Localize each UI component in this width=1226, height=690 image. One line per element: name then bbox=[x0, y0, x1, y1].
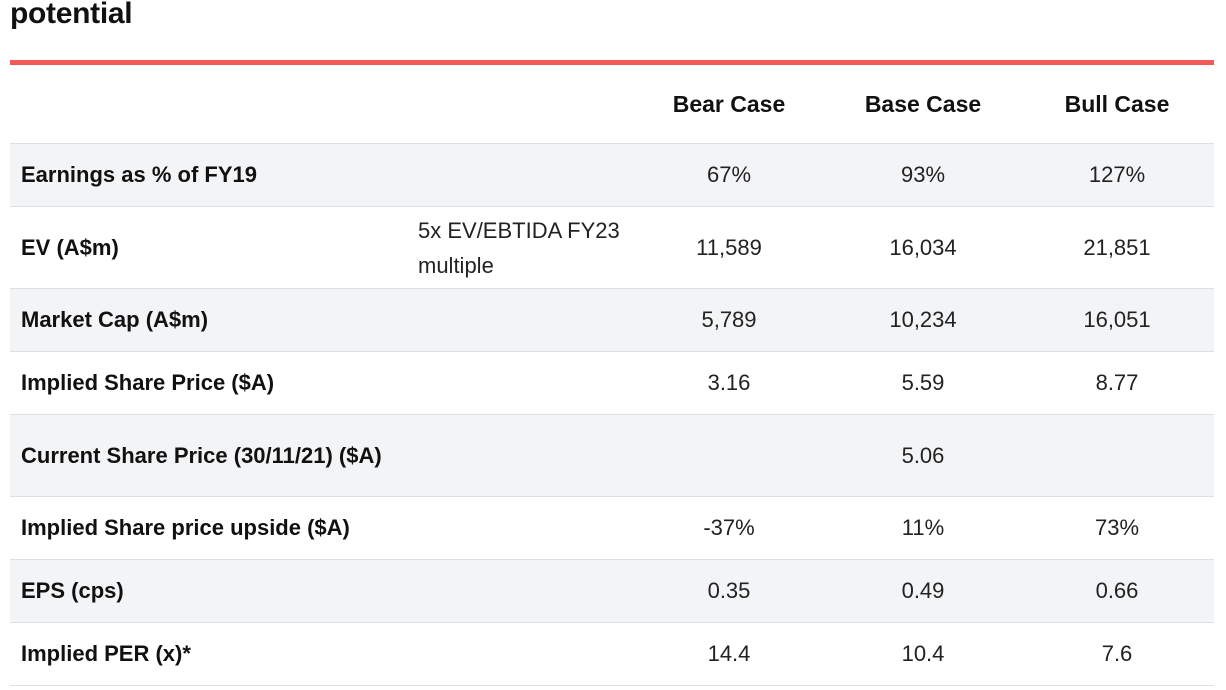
bear-value: -37% bbox=[632, 496, 826, 560]
header-bull-case: Bull Case bbox=[1020, 65, 1214, 144]
row-note bbox=[414, 559, 632, 623]
row-label: Market Cap (A$m) bbox=[10, 288, 414, 352]
bull-value: 16,051 bbox=[1020, 288, 1214, 352]
bear-value: 67% bbox=[632, 143, 826, 207]
table-row: EPS (cps) 0.35 0.49 0.66 bbox=[10, 559, 1214, 623]
table-row: EV (A$m) 5x EV/EBTIDA FY23 multiple 11,5… bbox=[10, 206, 1214, 289]
bull-value: 7.6 bbox=[1020, 622, 1214, 686]
row-label: Implied PER (x)* bbox=[10, 622, 414, 686]
bear-value: 0.35 bbox=[632, 559, 826, 623]
base-value: 5.06 bbox=[826, 414, 1020, 497]
scenario-table: Bear Case Base Case Bull Case Earnings a… bbox=[10, 65, 1214, 686]
base-value: 16,034 bbox=[826, 206, 1020, 289]
bear-value: 3.16 bbox=[632, 351, 826, 415]
table-row: Earnings as % of FY19 67% 93% 127% bbox=[10, 143, 1214, 207]
section-heading: potential bbox=[10, 0, 133, 30]
table-row: Market Cap (A$m) 5,789 10,234 16,051 bbox=[10, 288, 1214, 352]
table-row: Implied Share price upside ($A) -37% 11%… bbox=[10, 496, 1214, 560]
header-label-blank bbox=[10, 65, 414, 144]
base-value: 10,234 bbox=[826, 288, 1020, 352]
row-note bbox=[414, 414, 632, 497]
bull-value: 127% bbox=[1020, 143, 1214, 207]
row-label: EPS (cps) bbox=[10, 559, 414, 623]
bear-value bbox=[632, 414, 826, 497]
row-note bbox=[414, 622, 632, 686]
row-note bbox=[414, 496, 632, 560]
row-note bbox=[414, 143, 632, 207]
bear-value: 11,589 bbox=[632, 206, 826, 289]
header-bear-case: Bear Case bbox=[632, 65, 826, 144]
base-value: 93% bbox=[826, 143, 1020, 207]
bull-value: 21,851 bbox=[1020, 206, 1214, 289]
bull-value: 0.66 bbox=[1020, 559, 1214, 623]
row-label: Implied Share Price ($A) bbox=[10, 351, 414, 415]
table-row: Implied PER (x)* 14.4 10.4 7.6 bbox=[10, 622, 1214, 686]
base-value: 11% bbox=[826, 496, 1020, 560]
row-note: 5x EV/EBTIDA FY23 multiple bbox=[414, 206, 632, 289]
bull-value: 73% bbox=[1020, 496, 1214, 560]
bull-value bbox=[1020, 414, 1214, 497]
header-base-case: Base Case bbox=[826, 65, 1020, 144]
bear-value: 14.4 bbox=[632, 622, 826, 686]
row-note bbox=[414, 351, 632, 415]
table-header-row: Bear Case Base Case Bull Case bbox=[10, 65, 1214, 144]
base-value: 10.4 bbox=[826, 622, 1020, 686]
bull-value: 8.77 bbox=[1020, 351, 1214, 415]
base-value: 5.59 bbox=[826, 351, 1020, 415]
scenario-table-container: Bear Case Base Case Bull Case Earnings a… bbox=[10, 65, 1214, 686]
row-label: EV (A$m) bbox=[10, 206, 414, 289]
header-note-blank bbox=[414, 65, 632, 144]
row-label: Current Share Price (30/11/21) ($A) bbox=[10, 414, 414, 497]
base-value: 0.49 bbox=[826, 559, 1020, 623]
row-label: Earnings as % of FY19 bbox=[10, 143, 414, 207]
row-label: Implied Share price upside ($A) bbox=[10, 496, 414, 560]
table-row: Current Share Price (30/11/21) ($A) 5.06 bbox=[10, 414, 1214, 497]
row-note bbox=[414, 288, 632, 352]
accent-divider bbox=[10, 60, 1214, 65]
table-row: Implied Share Price ($A) 3.16 5.59 8.77 bbox=[10, 351, 1214, 415]
bear-value: 5,789 bbox=[632, 288, 826, 352]
